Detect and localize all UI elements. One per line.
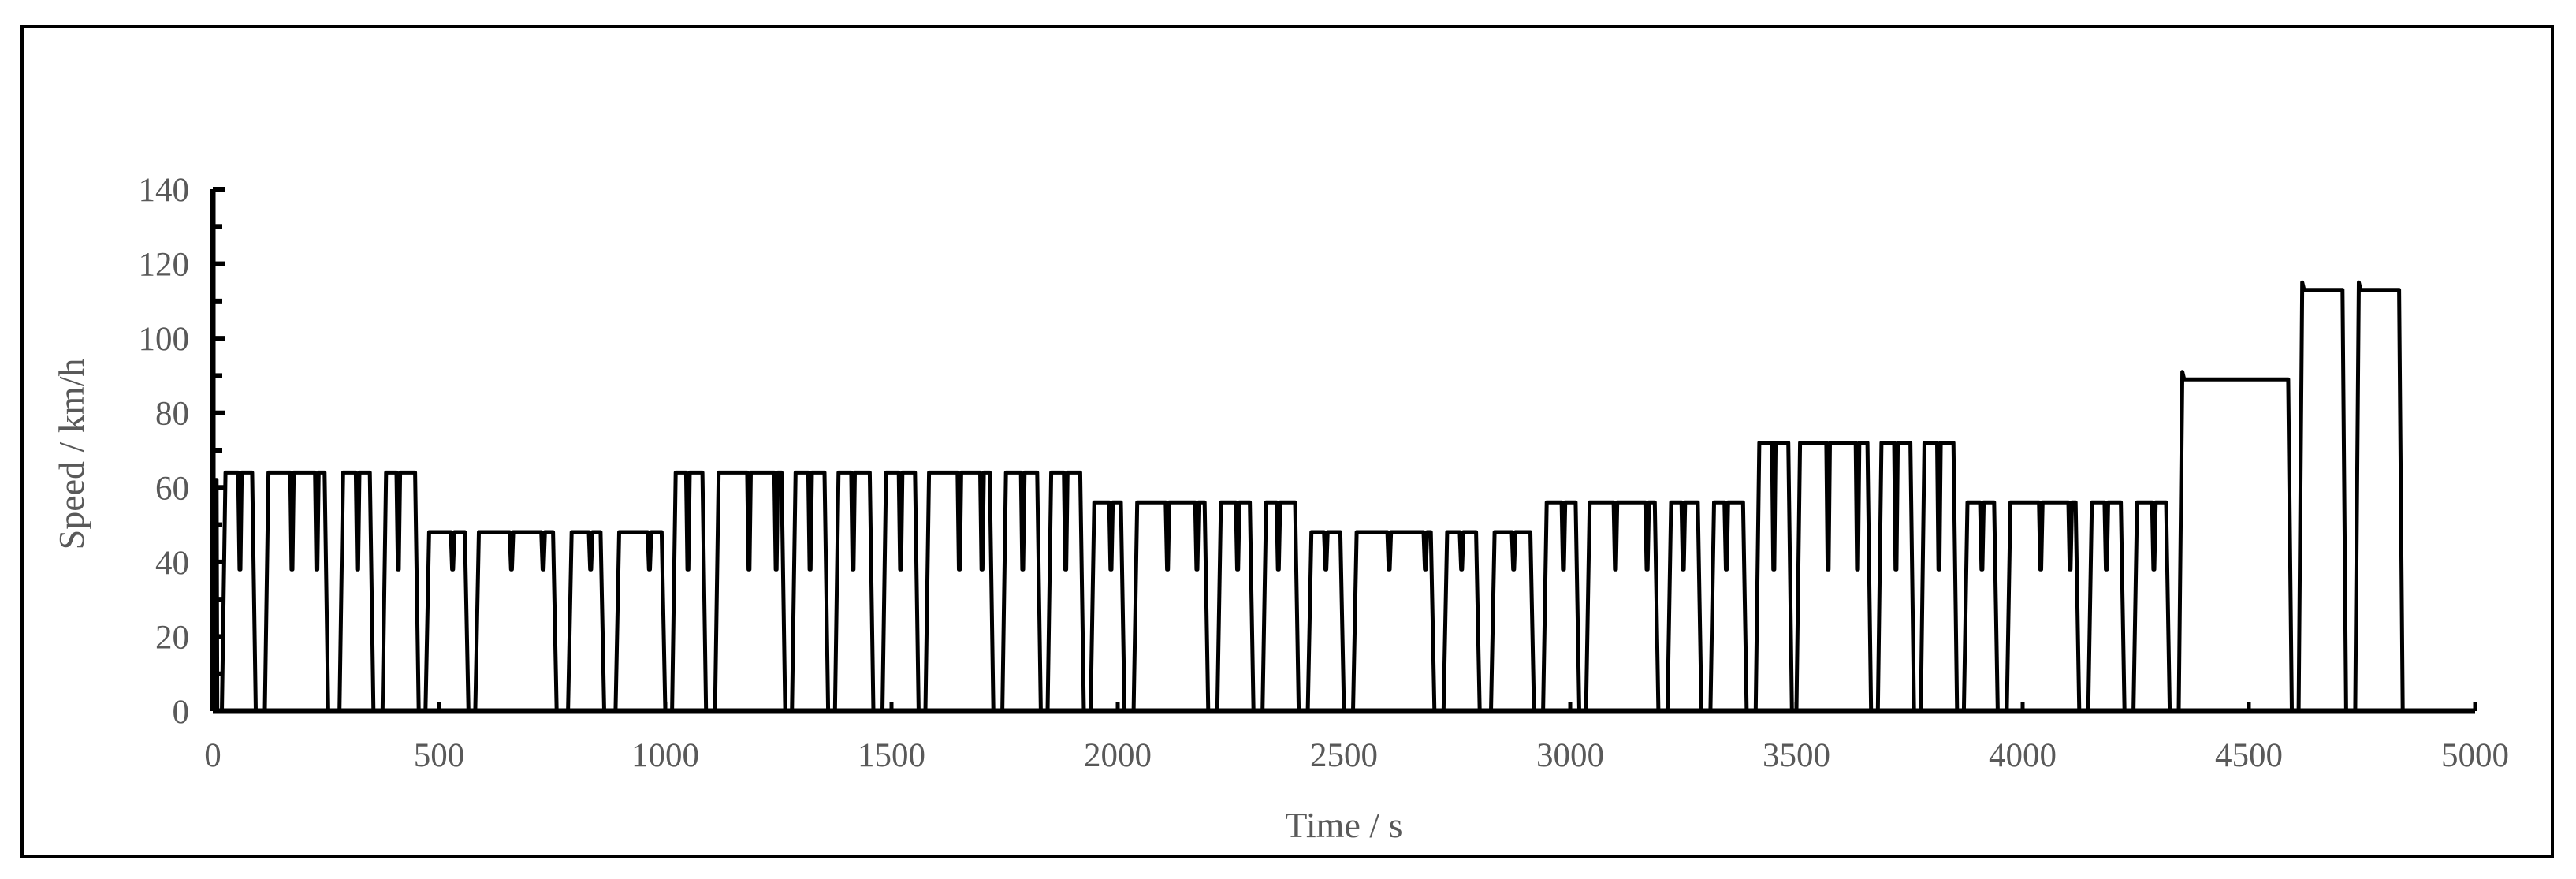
x-tick-label: 2000 <box>1084 737 1152 774</box>
y-tick-label: 40 <box>155 545 189 582</box>
y-axis-title: Speed / km/h <box>51 359 91 550</box>
x-tick-label: 3500 <box>1763 737 1830 774</box>
y-axis: 0 20 40 60 80 100 120 140 <box>139 172 225 731</box>
x-tick-label: 4500 <box>2215 737 2283 774</box>
y-tick-label: 120 <box>139 247 190 284</box>
speed-series-line <box>210 280 2475 713</box>
y-tick-label: 100 <box>139 321 190 358</box>
x-axis: 0 500 1000 1500 2000 2500 3000 3500 4000 4500 5000 <box>204 702 2509 774</box>
x-tick-label: 1000 <box>631 737 699 774</box>
y-tick-label: 20 <box>155 619 189 656</box>
x-tick-label: 2500 <box>1310 737 1378 774</box>
x-tick-label: 1500 <box>858 737 925 774</box>
x-tick-label: 4000 <box>1989 737 2057 774</box>
plot-area <box>210 280 2475 713</box>
y-tick-label: 140 <box>139 172 190 209</box>
x-tick-label: 5000 <box>2441 737 2509 774</box>
x-tick-label: 500 <box>414 737 465 774</box>
x-tick-label: 3000 <box>1536 737 1604 774</box>
chart-frame <box>20 25 2554 858</box>
x-axis-title: Time / s <box>1285 805 1402 845</box>
y-tick-label: 80 <box>155 396 189 433</box>
y-tick-label: 60 <box>155 470 189 507</box>
x-tick-label: 0 <box>204 737 221 774</box>
y-tick-label: 0 <box>173 694 190 731</box>
